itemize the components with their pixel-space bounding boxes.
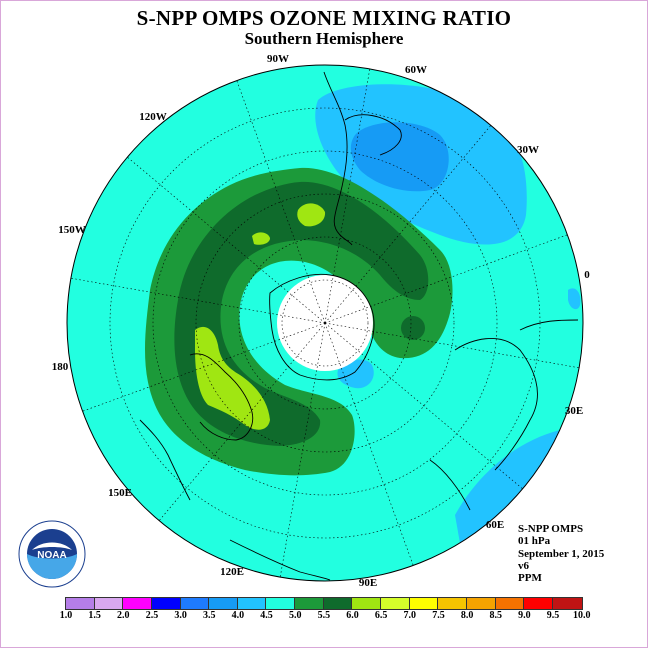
colorbar-tick-label: 7.0 — [403, 610, 417, 621]
colorbar-swatch — [524, 598, 553, 609]
colorbar-tick-label: 9.0 — [518, 610, 531, 621]
colorbar-tick-label: 3.5 — [203, 610, 216, 621]
info-units: PPM — [518, 572, 542, 585]
colorbar-swatch — [409, 598, 439, 609]
meridian-line — [324, 322, 523, 490]
info-level: 01 hPa — [518, 535, 551, 548]
colorbar-swatch — [323, 598, 353, 609]
colorbar-tick-label: 7.5 — [432, 610, 445, 621]
colorbar-tick-label: 6.0 — [346, 610, 359, 621]
map-title: S-NPP OMPS OZONE MIXING RATIO — [136, 6, 512, 30]
meridian-line — [236, 80, 326, 324]
graticule — [70, 68, 580, 578]
ozone-region-6.0-6.5-small — [252, 232, 270, 245]
colorbar-tick-label: 9.5 — [546, 610, 560, 621]
lon-label-60e: 60E — [486, 519, 504, 531]
lon-label-90e: 90E — [359, 577, 377, 589]
meridian-line — [324, 322, 580, 369]
colorbar-swatch — [94, 598, 124, 609]
meridian-line — [324, 234, 568, 324]
colorbar-tick-label: 4.5 — [260, 610, 273, 621]
latitude-circle — [152, 150, 498, 496]
colorbar-swatch — [151, 598, 181, 609]
latitude-circle — [109, 107, 541, 539]
colorbar-tick-label: 6.5 — [374, 610, 388, 621]
info-panel: S-NPP OMPS 01 hPa September 1, 2015 v6 P… — [518, 523, 604, 584]
meridian-line — [324, 68, 371, 324]
lon-label-180: 180 — [52, 361, 69, 373]
colorbar-tick-label: 4.0 — [231, 610, 245, 621]
noaa-logo-text: NOAA — [37, 550, 66, 561]
meridian-line — [158, 322, 326, 521]
colorbar-swatch — [295, 598, 324, 609]
meridian-line — [82, 322, 326, 412]
colorbar-tick-label: 2.5 — [145, 610, 159, 621]
lon-label-150w: 150W — [58, 224, 86, 236]
ozone-region-4.0-4.5-south — [337, 359, 374, 389]
colorbar-swatch — [352, 598, 382, 609]
info-version: v6 — [518, 559, 529, 572]
colorbar-swatch — [209, 598, 238, 609]
lon-label-120e: 120E — [220, 566, 244, 578]
colorbar-swatch — [466, 598, 496, 609]
map-subtitle: Southern Hemisphere — [244, 29, 404, 48]
colorbar-swatch — [438, 598, 467, 609]
meridian-line — [127, 156, 326, 324]
colorbar-tick-label: 2.0 — [117, 610, 130, 621]
latitude-circle — [195, 193, 455, 453]
lon-label-0: 0 — [584, 269, 590, 281]
ozone-region-6.0-6.5-west — [195, 326, 270, 430]
colorbar-swatch — [381, 598, 410, 609]
lon-label-30w: 30W — [517, 144, 539, 156]
lon-label-60w: 60W — [405, 64, 427, 76]
lon-label-120w: 120W — [139, 111, 167, 123]
ozone-region-4.0-4.5-small — [568, 288, 581, 310]
colorbar-swatch — [495, 598, 525, 609]
colorbar-tick-label: 1.5 — [88, 610, 101, 621]
ozone-region-5.5-6.0-blob — [401, 316, 425, 340]
info-instrument: S-NPP OMPS — [518, 523, 584, 535]
coastlines — [139, 71, 579, 581]
lon-label-30e: 30E — [565, 405, 583, 417]
lon-label-90w: 90W — [267, 53, 289, 65]
ozone-region-3.5-4.0 — [350, 122, 449, 192]
meridian-line — [70, 277, 326, 324]
ozone-region-6.0-6.5-north — [297, 203, 326, 227]
info-date: September 1, 2015 — [518, 547, 605, 560]
colorbar-tick-label: 5.0 — [288, 610, 302, 621]
colorbar-swatch — [552, 598, 582, 609]
longitude-labels: 90W 60W 30W 0 30E 60E 90E 120E 150E 180 … — [52, 53, 591, 589]
colorbar-tick-label: 8.5 — [489, 610, 503, 621]
noaa-logo: NOAA — [18, 520, 86, 588]
colorbar-tick-label: 1.0 — [59, 610, 73, 621]
lon-label-150e: 150E — [108, 487, 132, 499]
colorbar-tick-label: 3.0 — [174, 610, 187, 621]
meridian-line — [279, 322, 326, 578]
meridian-line — [324, 125, 492, 324]
colorbar-swatch — [266, 598, 296, 609]
colorbar-ticks: 1.0 1.5 2.0 2.5 3.0 3.5 4.0 4.5 5.0 5.5 6.0 6.5 7.0 7… — [0, 610, 648, 624]
colorbar-swatch — [180, 598, 210, 609]
colorbar-swatch — [123, 598, 152, 609]
colorbar — [65, 597, 583, 610]
colorbar-swatch — [237, 598, 267, 609]
meridian-line — [324, 322, 414, 566]
colorbar-tick-label: 8.0 — [460, 610, 474, 621]
latitude-circle — [281, 279, 369, 367]
map-boundary — [66, 64, 584, 582]
latitude-circle — [238, 236, 412, 410]
colorbar-swatch — [66, 598, 95, 609]
colorbar-tick-label: 10.0 — [572, 610, 591, 621]
colorbar-tick-label: 5.5 — [317, 610, 331, 621]
